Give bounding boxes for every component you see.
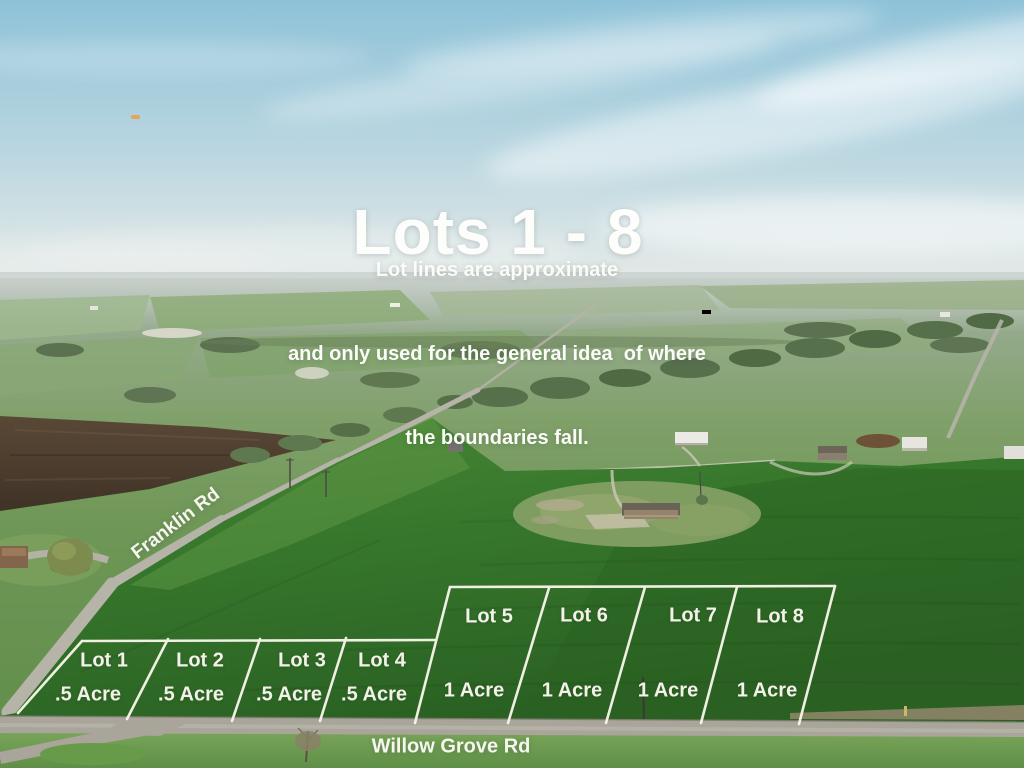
white-tent <box>902 437 927 451</box>
lot-4-label: Lot 4 <box>358 649 406 672</box>
lot-5-label: Lot 5 <box>465 605 513 628</box>
right-edge-building <box>1004 446 1024 459</box>
lot-7-label: Lot 7 <box>669 604 717 627</box>
utility-poles <box>286 458 645 724</box>
distant-aircraft-speck <box>131 115 140 119</box>
pale-patch <box>295 367 329 379</box>
distant-pond <box>142 328 202 338</box>
treeline-diagonal <box>472 313 1014 407</box>
franklin-road <box>1 298 604 719</box>
left-homestead <box>0 534 110 586</box>
disclaimer-text: Lot lines are approximate and only used … <box>288 200 706 480</box>
grass-island <box>40 743 144 765</box>
lot-6-acreage: 1 Acre <box>541 679 603 702</box>
disclaimer-line-1: Lot lines are approximate <box>375 259 619 281</box>
yellow-marker-post <box>904 706 907 716</box>
lot-boundary-lines <box>16 584 837 726</box>
branch-road <box>0 722 185 765</box>
lot-1-acreage: .5 Acre <box>55 683 121 706</box>
clouds <box>0 9 1024 282</box>
lot-6-label: Lot 6 <box>560 604 608 627</box>
white-shed <box>675 432 708 445</box>
lot-4-acreage: .5 Acre <box>341 683 407 706</box>
house-island <box>513 469 761 547</box>
lot-7-acreage: 1 Acre <box>637 679 699 702</box>
plowed-field <box>0 416 336 511</box>
page-title: Lots 1 - 8 <box>352 196 644 268</box>
center-house <box>622 503 680 519</box>
farm-buildings <box>448 432 1024 476</box>
lot-1-label: Lot 1 <box>80 649 128 672</box>
lot-2-acreage: .5 Acre <box>158 683 224 706</box>
bare-tree <box>295 727 321 763</box>
lot-2-label: Lot 2 <box>176 649 224 672</box>
distant-fields <box>0 280 1024 403</box>
lot-5-acreage: 1 Acre <box>443 679 505 702</box>
lot-8-label: Lot 8 <box>756 605 804 628</box>
lot-8-acreage: 1 Acre <box>736 679 798 702</box>
far-right-road <box>946 319 1004 439</box>
lot-3-acreage: .5 Acre <box>256 683 322 706</box>
road-label-willow-grove: Willow Grove Rd <box>371 735 531 758</box>
dirt-mound <box>856 434 900 448</box>
disclaimer-line-2: and only used for the general idea of wh… <box>288 343 706 365</box>
disclaimer-line-3: the boundaries fall. <box>405 427 589 449</box>
foreground-field <box>0 418 1024 722</box>
gray-building <box>448 441 463 452</box>
lot-3-label: Lot 3 <box>278 649 326 672</box>
